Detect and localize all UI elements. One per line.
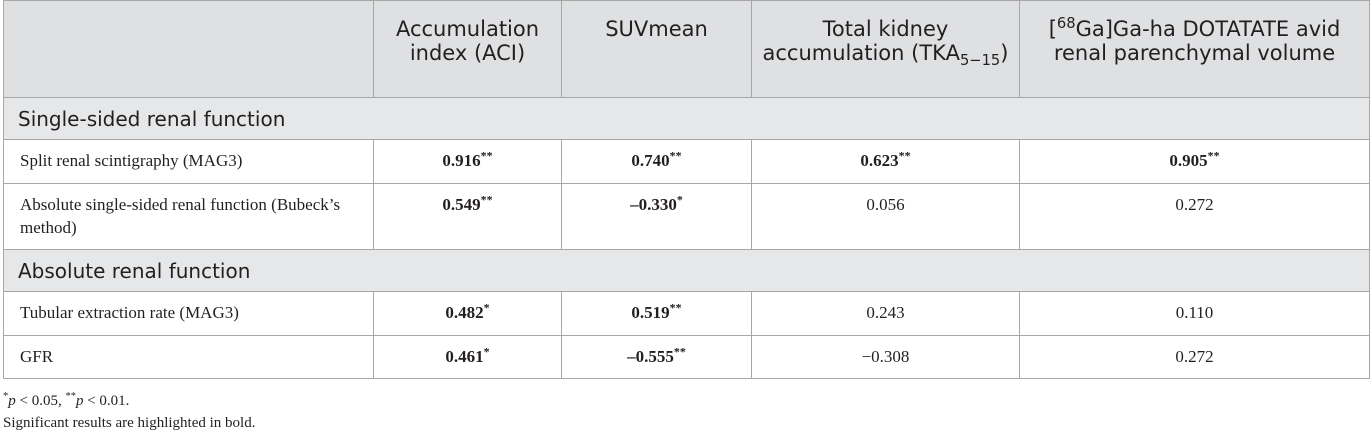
significance-mark: * — [676, 192, 683, 207]
significance-mark: ** — [480, 192, 493, 207]
header-tka: Total kidney accumulation (TKA5−15) — [751, 0, 1020, 98]
row-label: GFR — [3, 335, 374, 379]
header-aci: Accumulation index (ACI) — [373, 0, 562, 98]
value: 0.056 — [866, 195, 905, 214]
significance-mark: * — [483, 344, 490, 359]
value: 0.272 — [1175, 195, 1214, 214]
significance-mark: ** — [1207, 148, 1220, 163]
significance-mark: ** — [669, 300, 682, 315]
significance-mark: ** — [673, 344, 686, 359]
row-label: Split renal scintigraphy (MAG3) — [3, 139, 374, 184]
footnote-double-star: ** — [65, 391, 76, 402]
footnote-bold-note: Significant results are highlighted in b… — [3, 415, 256, 431]
value-cell: 0.916** — [373, 139, 562, 184]
value-cell: 0.740** — [561, 139, 752, 184]
header-avid-superscript: 68 — [1056, 15, 1076, 32]
value: 0.482 — [445, 303, 484, 322]
table-header-row: Accumulation index (ACI) SUVmean Total k… — [3, 0, 1370, 98]
row-label: Tubular extraction rate (MAG3) — [3, 291, 374, 336]
table-row: Split renal scintigraphy (MAG3) 0.916** … — [3, 139, 1370, 184]
correlation-table: Accumulation index (ACI) SUVmean Total k… — [3, 0, 1370, 379]
value-cell: 0.482* — [373, 291, 562, 336]
value: −0.308 — [861, 347, 910, 366]
header-tka-text: Total kidney accumulation (TKA — [762, 17, 960, 65]
value: –0.330 — [630, 195, 677, 214]
value: 0.461 — [445, 347, 484, 366]
value: 0.905 — [1169, 151, 1208, 170]
footnote-p: p — [8, 393, 16, 409]
value: 0.549 — [442, 195, 481, 214]
header-blank-cell — [3, 0, 374, 98]
footnote-significance-levels: *p < 0.05, **p < 0.01. — [3, 390, 255, 412]
value-cell: 0.905** — [1019, 139, 1370, 184]
value-cell: 0.110 — [1019, 291, 1370, 336]
value-cell: −0.308 — [751, 335, 1020, 379]
table-row: Tubular extraction rate (MAG3) 0.482* 0.… — [3, 291, 1370, 336]
value-cell: 0.461* — [373, 335, 562, 379]
value-cell: 0.519** — [561, 291, 752, 336]
significance-mark: * — [483, 300, 490, 315]
section-title: Single-sided renal function — [3, 97, 1370, 140]
significance-mark: ** — [669, 148, 682, 163]
header-tka-close: ) — [1000, 41, 1009, 65]
section-row: Single-sided renal function — [3, 97, 1370, 140]
value-cell: 0.623** — [751, 139, 1020, 184]
table-row: Absolute single-sided renal function (Bu… — [3, 183, 1370, 250]
row-label: Absolute single-sided renal function (Bu… — [3, 183, 374, 250]
footnote-star: * — [3, 391, 9, 402]
value-cell: 0.272 — [1019, 335, 1370, 379]
table-footnotes: *p < 0.05, **p < 0.01. Significant resul… — [3, 390, 255, 434]
value-cell: 0.243 — [751, 291, 1020, 336]
value: 0.519 — [631, 303, 670, 322]
value: –0.555 — [627, 347, 674, 366]
value-cell: 0.056 — [751, 183, 1020, 250]
section-title: Absolute renal function — [3, 249, 1370, 292]
value: 0.740 — [631, 151, 670, 170]
table-row: GFR 0.461* –0.555** −0.308 0.272 — [3, 335, 1370, 379]
value-cell: –0.330* — [561, 183, 752, 250]
header-avid-volume: [68Ga]Ga-ha DOTATATE avid renal parenchy… — [1019, 0, 1370, 98]
significance-mark: ** — [898, 148, 911, 163]
value-cell: 0.549** — [373, 183, 562, 250]
significance-mark: ** — [480, 148, 493, 163]
footnote-threshold: < 0.01. — [83, 393, 130, 409]
value: 0.623 — [860, 151, 899, 170]
value: 0.272 — [1175, 347, 1214, 366]
value-cell: –0.555** — [561, 335, 752, 379]
value: 0.916 — [442, 151, 481, 170]
header-tka-subscript: 5−15 — [959, 52, 1001, 70]
value: 0.243 — [866, 303, 905, 322]
value: 0.110 — [1175, 303, 1214, 322]
header-suvmean: SUVmean — [561, 0, 752, 98]
header-avid-open: [ — [1048, 17, 1057, 41]
footnote-p: p — [75, 393, 84, 409]
value-cell: 0.272 — [1019, 183, 1370, 250]
section-row: Absolute renal function — [3, 249, 1370, 292]
header-avid-text: Ga]Ga-ha DOTATATE avid renal parenchymal… — [1053, 17, 1341, 65]
footnote-threshold: < 0.05, — [15, 393, 66, 409]
